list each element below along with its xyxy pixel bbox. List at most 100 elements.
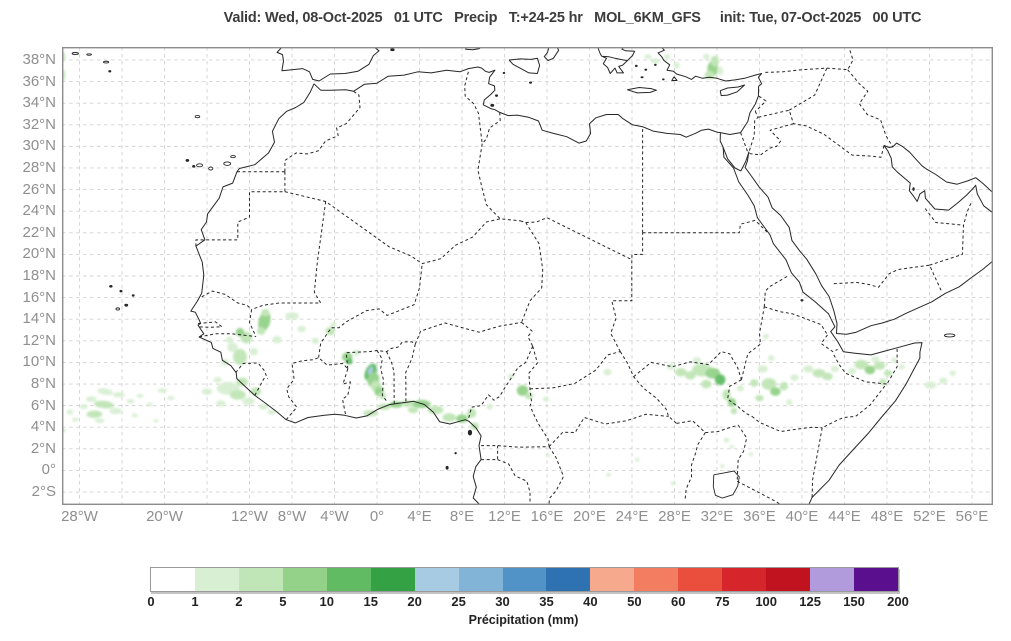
y-axis-tick-label: 36°N: [22, 72, 56, 90]
x-axis-tick-label: 40°E: [785, 508, 819, 525]
precip-patch: [407, 406, 419, 414]
coastline: [190, 83, 482, 505]
country-border: [633, 351, 742, 380]
precip-patch: [663, 54, 671, 60]
island: [119, 289, 123, 293]
country-border: [405, 343, 416, 402]
coastline: [313, 47, 763, 144]
x-axis-tick-label: 4°E: [407, 508, 432, 525]
precip-patch: [249, 347, 259, 356]
y-axis-tick-label: 16°N: [22, 288, 56, 306]
precip-patch: [864, 365, 876, 375]
country-border: [285, 357, 349, 421]
coastline: [597, 47, 628, 74]
country-border: [676, 420, 739, 434]
x-axis-tick-label: 28°W: [61, 508, 98, 525]
precip-patch: [72, 417, 79, 422]
precip-patch: [311, 337, 320, 345]
precip-patch: [62, 69, 66, 81]
precip-patch: [346, 358, 353, 365]
island: [943, 333, 956, 338]
x-axis-tick-label: 16°E: [530, 508, 564, 525]
colorbar-segment: [678, 568, 723, 591]
precip-patch: [242, 397, 255, 406]
y-axis-tick-label: 8°N: [30, 375, 56, 393]
precip-patch: [847, 367, 857, 375]
precip-patch: [762, 333, 770, 340]
precip-patch: [466, 408, 477, 419]
colorbar-tick-label: 50: [627, 594, 642, 609]
x-axis-tick-label: 4°W: [320, 508, 349, 525]
island: [185, 158, 190, 162]
coastline: [744, 151, 993, 335]
colorbar-segment: [458, 568, 503, 591]
precip-patch: [722, 389, 731, 401]
y-axis-tick-label: 38°N: [22, 50, 56, 68]
precip-patch: [701, 379, 712, 389]
precip-patch: [131, 413, 138, 418]
colorbar-segment: [722, 568, 767, 591]
country-border: [414, 321, 522, 345]
y-axis-tick-label: 20°N: [22, 245, 56, 263]
coastline: [621, 47, 636, 61]
country-border: [481, 445, 499, 461]
x-axis-tick-label: 24°E: [615, 508, 649, 525]
country-border: [235, 362, 269, 379]
precip-patch: [755, 394, 764, 402]
country-border: [924, 208, 964, 226]
precip-patch: [786, 399, 793, 406]
x-axis-tick-label: 48°E: [870, 508, 904, 525]
island: [102, 60, 110, 64]
country-border: [481, 445, 548, 448]
island: [800, 299, 804, 302]
country-border: [740, 132, 749, 153]
precip-patch: [803, 365, 814, 373]
precip-patch: [606, 472, 611, 477]
precip-patch: [112, 392, 125, 398]
precip-patch: [516, 385, 529, 396]
precip-patch: [790, 374, 799, 381]
precip-patch: [714, 374, 726, 386]
precip-patch: [673, 62, 680, 69]
island: [644, 68, 648, 71]
country-border: [610, 232, 644, 352]
precip-patch: [201, 388, 213, 395]
island: [115, 307, 121, 311]
x-axis-tick-label: 20°W: [146, 508, 183, 525]
country-border: [740, 306, 765, 380]
country-border: [727, 379, 753, 417]
precip-patch: [883, 369, 893, 377]
precip-patch: [225, 336, 234, 343]
x-axis-tick-label: 28°E: [658, 508, 691, 525]
precip-patch: [285, 312, 299, 320]
country-border: [751, 416, 823, 432]
y-axis-tick-label: 2°N: [30, 439, 56, 457]
colorbar-segment: [370, 568, 415, 591]
precip-patch: [236, 377, 248, 387]
y-axis-tick-label: 26°N: [22, 180, 56, 198]
colorbar-segment: [502, 568, 547, 591]
island: [71, 52, 79, 55]
precip-patch: [86, 410, 103, 419]
country-border: [763, 276, 788, 307]
y-axis-tick-label: 0°: [41, 461, 56, 479]
x-axis-tick-label: 20°E: [573, 508, 606, 525]
x-axis-tick-label: 36°E: [743, 508, 776, 525]
island: [196, 163, 204, 168]
precip-patch: [261, 308, 270, 317]
y-axis-tick-label: 18°N: [22, 267, 56, 284]
coastline: [719, 84, 746, 97]
country-border: [386, 351, 395, 404]
colorbar-tick-label: 25: [451, 594, 466, 609]
precip-patch: [749, 379, 759, 387]
precip-patch: [235, 327, 245, 337]
y-axis-tick-label: 6°N: [30, 396, 56, 414]
colorbar-segment: [414, 568, 459, 591]
island: [502, 71, 506, 75]
country-border: [528, 346, 550, 447]
colorbar-segment: [151, 568, 195, 591]
precip-patch: [770, 387, 781, 396]
precip-patch: [153, 419, 159, 423]
country-border: [481, 112, 501, 145]
